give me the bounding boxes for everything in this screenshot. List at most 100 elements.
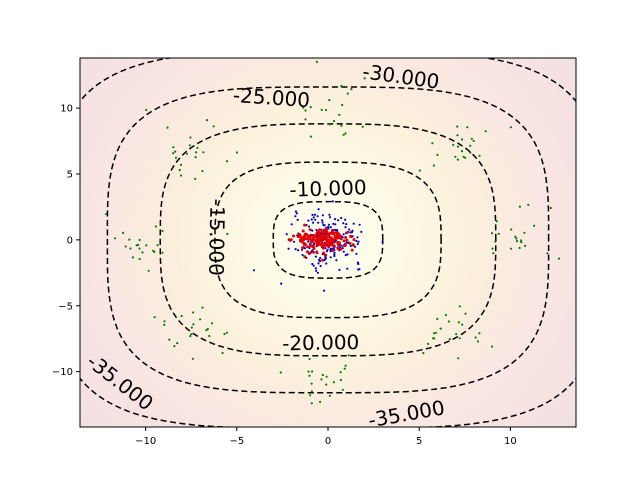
scatter-point [287, 247, 290, 250]
scatter-point [509, 126, 512, 129]
scatter-point [190, 326, 193, 329]
scatter-point [301, 248, 304, 251]
scatter-point [312, 264, 315, 267]
scatter-point [287, 238, 291, 242]
scatter-point [351, 235, 354, 238]
scatter-point [323, 241, 327, 245]
scatter-point [346, 230, 350, 234]
scatter-point [345, 223, 348, 226]
scatter-point [524, 244, 527, 247]
scatter-point [191, 357, 194, 360]
scatter-point [557, 257, 561, 260]
scatter-point [297, 233, 301, 237]
scatter-point [357, 240, 360, 243]
scatter-point [350, 248, 354, 252]
scatter-point [311, 245, 315, 249]
scatter-point [190, 333, 193, 336]
scatter-point [460, 150, 464, 153]
scatter-point [205, 329, 208, 332]
scatter-point [447, 320, 451, 323]
scatter-point [105, 212, 108, 216]
x-tick-label: 0 [325, 436, 331, 447]
scatter-point [444, 313, 447, 317]
scatter-point [546, 252, 549, 255]
scatter-point [461, 138, 464, 141]
scatter-point [312, 216, 315, 219]
scatter-point [318, 236, 322, 240]
scatter-point [307, 252, 311, 256]
scatter-point [324, 108, 328, 112]
scatter-point [342, 250, 345, 253]
scatter-point [325, 262, 328, 265]
scatter-point [329, 226, 332, 229]
scatter-point [310, 390, 313, 393]
scatter-point [303, 242, 307, 246]
scatter-point [314, 255, 317, 258]
scatter-point [320, 378, 323, 381]
scatter-point [339, 371, 342, 374]
scatter-point [317, 221, 320, 224]
scatter-point [432, 164, 435, 167]
contour-lines [80, 58, 576, 427]
scatter-point [129, 247, 132, 250]
scatter-point [315, 229, 318, 232]
scatter-point [335, 228, 338, 232]
scatter-point [323, 289, 326, 292]
scatter-point [356, 261, 359, 264]
scatter-point [308, 374, 311, 377]
scatter-point [309, 394, 312, 397]
scatter-point [297, 249, 300, 252]
scatter-point [361, 125, 364, 128]
scatter-point [318, 243, 322, 246]
scatter-point [350, 88, 353, 91]
scatter-point [192, 311, 195, 314]
scatter-point [321, 258, 325, 262]
scatter-point [163, 323, 166, 326]
scatter-point [179, 174, 183, 177]
scatter-point [154, 225, 157, 228]
scatter-point [141, 251, 144, 254]
scatter-point [323, 253, 327, 257]
scatter-point [335, 259, 338, 262]
scatter-point [346, 253, 349, 256]
scatter-point [431, 142, 434, 145]
scatter-point [324, 228, 328, 232]
y-tick-label: −10 [52, 367, 73, 378]
scatter-point [333, 254, 336, 258]
scatter-point [331, 200, 334, 203]
scatter-point [179, 163, 183, 166]
contour-line-level--30 [80, 58, 576, 427]
scatter-point [495, 220, 498, 223]
scatter-point [491, 247, 494, 250]
scatter-point [321, 219, 324, 222]
scatter-point [352, 222, 355, 225]
scatter-point [205, 119, 209, 122]
scatter-point [145, 108, 148, 112]
scatter-point [332, 222, 335, 225]
scatter-point [304, 109, 307, 112]
scatter-point [458, 337, 461, 340]
scatter-point [337, 241, 341, 245]
scatter-point [333, 234, 337, 238]
scatter-point [302, 106, 305, 109]
contour-line-level--25 [106, 86, 550, 394]
scatter-point [173, 345, 176, 348]
scatter-point [161, 229, 164, 233]
scatter-point [313, 242, 316, 245]
scatter-point [339, 236, 343, 240]
scatter-point [457, 321, 460, 324]
scatter-point [436, 153, 439, 156]
scatter-point [472, 139, 475, 142]
scatter-point [354, 245, 357, 248]
scatter-point [523, 231, 526, 234]
scatter-point [356, 242, 359, 246]
scatter-point [518, 246, 521, 250]
scatter-point [332, 119, 336, 123]
scatter-point [225, 160, 229, 163]
scatter-point [427, 342, 430, 345]
scatter-point [331, 249, 334, 252]
scatter-point [469, 144, 472, 147]
contour-line-level--20 [159, 123, 497, 357]
scatter-point [346, 92, 349, 95]
scatter-point [225, 331, 228, 334]
